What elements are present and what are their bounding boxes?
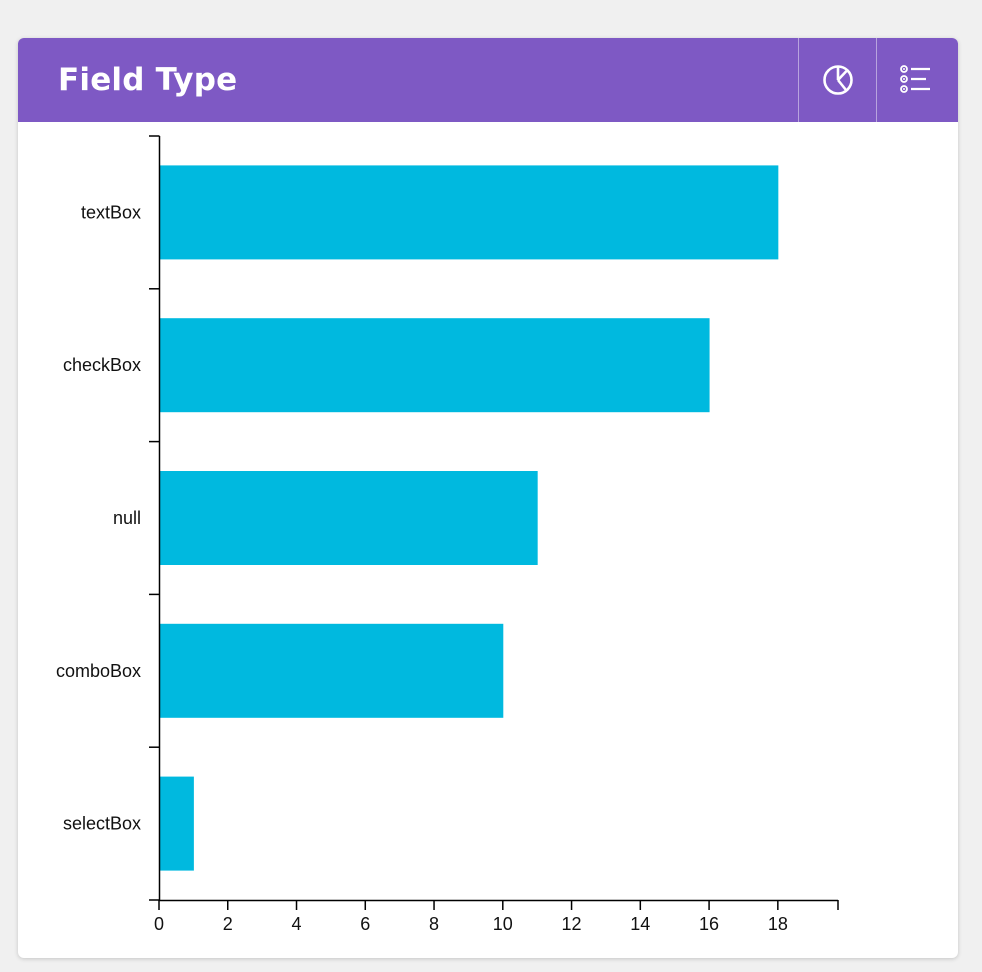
list-icon: [899, 65, 930, 93]
x-tick-label: 2: [223, 914, 233, 934]
y-tick-label-checkBox: checkBox: [63, 355, 141, 375]
pie-chart-icon: [822, 65, 853, 95]
bar-chart: textBox checkBox null comboBox selectBox 0 2 4 6…: [56, 135, 839, 934]
bar-selectBox: [159, 776, 194, 871]
card-header: Field Type: [18, 38, 958, 122]
x-tick-label: 8: [429, 914, 439, 934]
field-type-card: Field Type textBox chec: [18, 38, 958, 958]
card-title: Field Type: [58, 62, 238, 98]
x-tick-label: 6: [360, 914, 370, 934]
bar-checkBox: [159, 318, 710, 413]
chart-area: textBox checkBox null comboBox selectBox 0 2 4 6…: [18, 122, 958, 958]
bar-null: [159, 471, 538, 565]
x-tick-label: 0: [154, 914, 164, 934]
x-tick-label: 18: [768, 914, 788, 934]
x-tick-label: 4: [292, 914, 302, 934]
y-tick-label-textBox: textBox: [81, 202, 141, 222]
bar-textBox: [159, 165, 779, 260]
bar-comboBox: [159, 623, 504, 718]
x-tick-label: 14: [630, 914, 650, 934]
y-tick-label-selectBox: selectBox: [63, 814, 141, 834]
x-tick-label: 16: [699, 914, 719, 934]
chart-type-button[interactable]: [798, 38, 876, 122]
x-tick-label: 10: [493, 914, 513, 934]
y-tick-label-comboBox: comboBox: [56, 661, 141, 681]
x-tick-label: 12: [562, 914, 582, 934]
legend-button[interactable]: [876, 38, 954, 122]
y-tick-label-null: null: [113, 508, 141, 528]
